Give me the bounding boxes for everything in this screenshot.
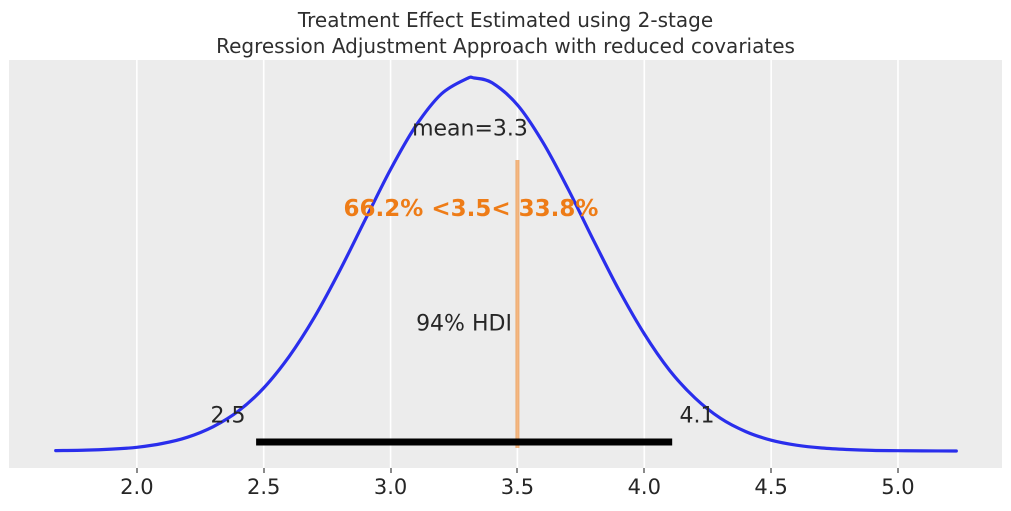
chart-title-line1: Treatment Effect Estimated using 2-stage <box>297 8 714 32</box>
vertical-gridlines <box>136 60 899 468</box>
hdi-upper-label: 4.1 <box>679 403 715 429</box>
x-tick-label: 4.0 <box>627 475 661 499</box>
hdi-lower-label: 2.5 <box>210 403 246 429</box>
x-tick-mark <box>262 468 265 473</box>
chart-title: Treatment Effect Estimated using 2-stage… <box>0 7 1011 59</box>
x-tick-mark <box>389 468 392 473</box>
x-tick-label: 3.5 <box>500 475 535 499</box>
x-tick-mark <box>896 468 899 473</box>
x-tick-mark <box>135 468 138 473</box>
kde-density-curve <box>54 75 958 453</box>
chart-title-line2: Regression Adjustment Approach with redu… <box>216 34 795 58</box>
x-tick-mark <box>516 468 519 473</box>
x-tick-label: 4.5 <box>754 475 788 499</box>
x-tick-label: 3.0 <box>373 475 408 499</box>
x-tick-mark <box>770 468 773 473</box>
x-tick-label: 5.0 <box>881 475 915 499</box>
x-tick-label: 2.0 <box>120 475 154 499</box>
x-tick-mark <box>643 468 646 473</box>
hdi-label: 94% HDI <box>416 311 512 337</box>
ref-value-annotation: 66.2% <3.5< 33.8% <box>343 196 599 222</box>
mean-annotation: mean=3.3 <box>412 116 528 142</box>
x-tick-label: 2.5 <box>247 475 281 499</box>
kde-plot-canvas <box>54 60 958 468</box>
plot-area <box>9 60 1002 468</box>
